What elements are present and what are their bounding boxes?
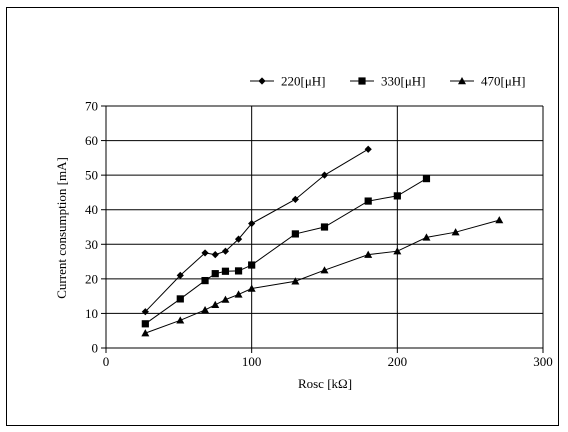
data-point xyxy=(221,267,230,275)
data-point xyxy=(320,223,329,231)
data-point xyxy=(393,247,402,255)
data-point xyxy=(422,233,431,241)
data-point xyxy=(495,216,504,224)
data-point xyxy=(393,192,401,200)
legend-marker xyxy=(358,77,366,85)
y-tick-label: 40 xyxy=(85,202,98,217)
axes xyxy=(101,105,544,353)
data-point xyxy=(364,197,372,205)
data-point xyxy=(201,276,209,285)
data-point xyxy=(141,320,149,328)
series-square xyxy=(141,175,431,328)
data-point xyxy=(211,270,219,278)
data-point xyxy=(247,284,256,292)
data-point xyxy=(176,316,185,324)
series-line xyxy=(144,148,369,313)
y-axis-label: Current consumption [mA] xyxy=(54,157,69,299)
tick-labels: 0 10 20 30 40 50 60 70 0 100 200 300 xyxy=(85,99,553,370)
data-point xyxy=(291,230,299,238)
data-point xyxy=(248,261,256,269)
legend-marker xyxy=(258,77,266,85)
series-group xyxy=(141,145,504,337)
legend: 220[μH] 330[μH] 470[μH] xyxy=(250,74,526,89)
x-tick-label: 300 xyxy=(533,354,553,369)
data-point xyxy=(291,195,299,203)
data-point xyxy=(211,300,220,308)
data-point xyxy=(176,271,184,279)
legend-label: 220[μH] xyxy=(281,74,326,89)
data-point xyxy=(201,305,210,314)
x-tick-label: 100 xyxy=(242,354,262,369)
data-point xyxy=(176,295,184,303)
y-tick-label: 50 xyxy=(85,168,98,183)
y-tick-label: 70 xyxy=(85,99,98,114)
x-tick-label: 200 xyxy=(388,354,408,369)
data-point xyxy=(364,145,372,153)
data-point xyxy=(320,266,329,274)
data-point xyxy=(422,175,431,183)
data-point xyxy=(141,329,150,337)
data-point xyxy=(320,171,329,179)
y-tick-label: 10 xyxy=(85,306,98,321)
data-point xyxy=(211,251,219,259)
data-point xyxy=(141,308,149,316)
data-point xyxy=(234,235,243,243)
y-tick-label: 20 xyxy=(85,271,98,286)
legend-item: 220[μH] xyxy=(250,74,326,89)
series-diamond xyxy=(141,145,372,316)
data-point xyxy=(234,267,243,275)
legend-label: 470[μH] xyxy=(481,74,526,89)
series-triangle xyxy=(141,216,504,337)
legend-item: 470[μH] xyxy=(450,74,526,89)
y-tick-label: 0 xyxy=(92,341,99,356)
data-point xyxy=(451,228,460,236)
series-line xyxy=(145,178,427,325)
data-point xyxy=(291,277,300,285)
series-line xyxy=(145,219,500,334)
data-point xyxy=(221,295,230,303)
data-point xyxy=(221,247,230,255)
data-point xyxy=(364,250,373,258)
y-tick-label: 30 xyxy=(85,237,98,252)
legend-marker xyxy=(458,77,466,85)
y-tick-label: 60 xyxy=(85,133,98,148)
x-axis-label: Rosc [kΩ] xyxy=(298,376,352,391)
data-point xyxy=(234,290,243,298)
legend-item: 330[μH] xyxy=(350,74,426,89)
chart-frame xyxy=(6,7,559,426)
data-point xyxy=(248,219,256,228)
x-tick-label: 0 xyxy=(103,354,110,369)
data-point xyxy=(201,249,209,257)
legend-label: 330[μH] xyxy=(381,74,426,89)
